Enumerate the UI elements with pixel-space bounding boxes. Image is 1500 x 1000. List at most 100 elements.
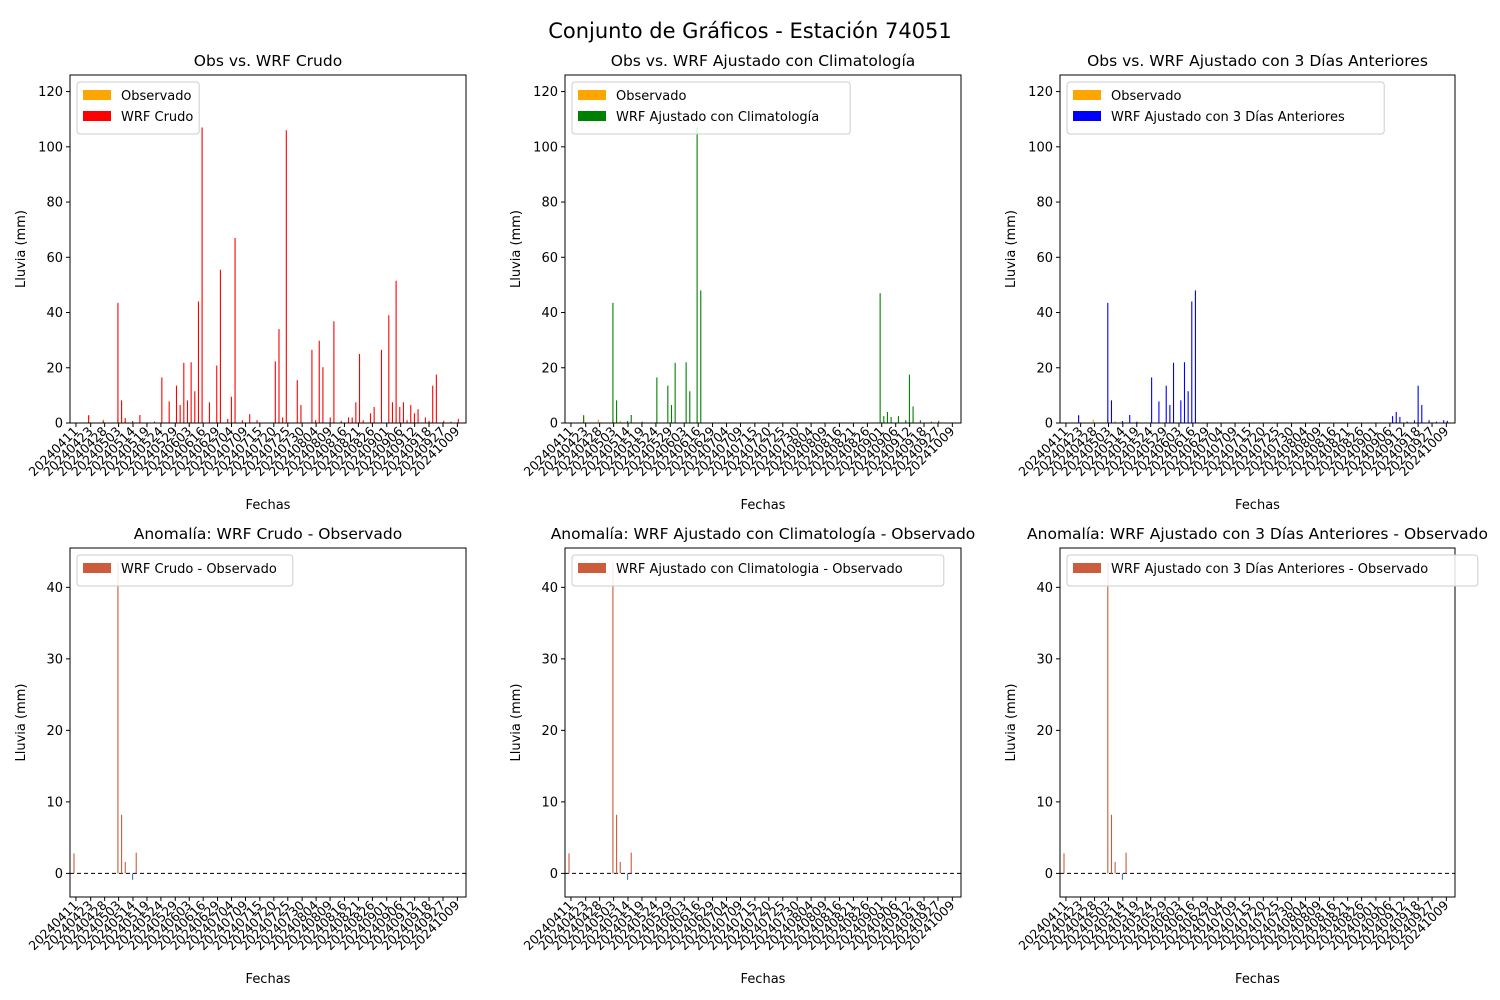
- bar: [395, 280, 397, 423]
- bar: [1078, 415, 1080, 423]
- bar: [234, 237, 236, 423]
- y-tick-label: 80: [46, 196, 63, 211]
- bar: [630, 414, 632, 423]
- axes-frame: [564, 547, 962, 898]
- axes-frame: [1059, 547, 1456, 898]
- bar: [183, 362, 185, 423]
- bar: [886, 411, 889, 423]
- bar: [315, 420, 317, 423]
- bar: [674, 362, 676, 423]
- bar: [311, 349, 313, 423]
- bar: [1114, 421, 1116, 423]
- y-tick-label: 80: [1036, 196, 1053, 211]
- bar: [1417, 385, 1419, 423]
- legend-label: WRF Ajustado con 3 Días Anteriores: [1111, 110, 1345, 125]
- x-axis-label: Fechas: [246, 972, 291, 987]
- bar: [300, 405, 302, 423]
- bar: [340, 420, 342, 423]
- legend: WRF Crudo - Observado: [76, 554, 294, 587]
- legend-swatch: [83, 111, 111, 121]
- bar: [627, 873, 629, 880]
- bar: [443, 420, 445, 423]
- bar: [369, 413, 372, 423]
- bar: [457, 418, 459, 423]
- legend-swatch: [578, 111, 606, 121]
- y-tick-label: 0: [550, 867, 558, 882]
- bar: [241, 420, 243, 423]
- bar: [102, 420, 104, 423]
- y-tick-label: 100: [1028, 140, 1053, 155]
- bar: [227, 418, 229, 423]
- bar: [696, 127, 698, 423]
- axes-frame: [1059, 74, 1456, 424]
- legend-label: WRF Ajustado con Climatología: [616, 110, 819, 125]
- bar: [73, 853, 75, 874]
- bar: [1136, 421, 1138, 423]
- bar: [351, 417, 353, 423]
- bar: [641, 421, 643, 423]
- bar: [358, 353, 361, 423]
- y-tick-label: 40: [1036, 306, 1053, 321]
- panel-title: Obs vs. WRF Ajustado con 3 Días Anterior…: [1087, 52, 1428, 70]
- bar: [373, 406, 375, 423]
- bar: [388, 315, 390, 423]
- bar: [296, 380, 298, 423]
- y-tick-label: 0: [1045, 417, 1053, 432]
- bar: [1183, 362, 1186, 423]
- legend: WRF Ajustado con Climatologia - Observad…: [571, 554, 945, 587]
- chart-panel-2: Obs vs. WRF Ajustado con Climatología 0 20…: [509, 52, 962, 513]
- legend-box: [76, 554, 294, 587]
- axes-frame: [69, 547, 467, 898]
- legend-swatch: [1073, 111, 1101, 121]
- bar: [685, 362, 687, 423]
- bar: [417, 409, 419, 423]
- y-axis-label: Lluvia (mm): [509, 684, 524, 762]
- bar: [1421, 405, 1423, 423]
- bar: [619, 421, 621, 423]
- bar: [285, 130, 287, 423]
- bar: [670, 405, 673, 423]
- bar: [424, 417, 426, 423]
- y-tick-label: 20: [541, 724, 558, 739]
- y-tick-label: 0: [55, 867, 63, 882]
- y-axis-label: Lluvia (mm): [14, 684, 29, 762]
- figure-title: Conjunto de Gráficos - Estación 74051: [548, 19, 952, 43]
- bar: [1114, 861, 1116, 874]
- bar: [179, 405, 181, 423]
- legend-swatch: [83, 90, 111, 100]
- bar: [1151, 377, 1153, 423]
- bar: [908, 374, 910, 423]
- bar: [124, 861, 126, 874]
- axes-frame: [69, 74, 467, 424]
- chart-panel-6: Anomalía: WRF Ajustado con 3 Días Anteri…: [1004, 525, 1488, 987]
- bar: [322, 367, 324, 423]
- y-tick-label: 0: [1045, 867, 1053, 882]
- bar: [1187, 391, 1189, 423]
- y-tick-label: 30: [541, 652, 558, 667]
- panel-title: Anomalía: WRF Ajustado con Climatología …: [551, 525, 976, 543]
- bar: [1406, 421, 1408, 423]
- bar: [197, 301, 200, 423]
- bar: [616, 400, 618, 423]
- legend-label: WRF Crudo: [121, 110, 193, 125]
- bar: [161, 377, 163, 423]
- bar: [121, 814, 123, 874]
- y-tick-label: 30: [46, 652, 63, 667]
- bar: [1180, 400, 1182, 423]
- bar: [1110, 400, 1113, 423]
- axes-frame: [564, 74, 962, 424]
- bar: [612, 302, 614, 423]
- bar: [568, 853, 570, 874]
- bar: [230, 396, 232, 423]
- bar: [1194, 290, 1196, 423]
- bar: [216, 365, 218, 423]
- bar: [597, 419, 599, 423]
- bar: [175, 385, 178, 423]
- x-axis-label: Fechas: [246, 498, 291, 513]
- legend-box: [1066, 81, 1385, 135]
- legend-label: WRF Crudo - Observado: [121, 562, 277, 577]
- legend-label: Observado: [616, 89, 687, 104]
- bar: [1107, 302, 1109, 423]
- bar: [406, 420, 408, 423]
